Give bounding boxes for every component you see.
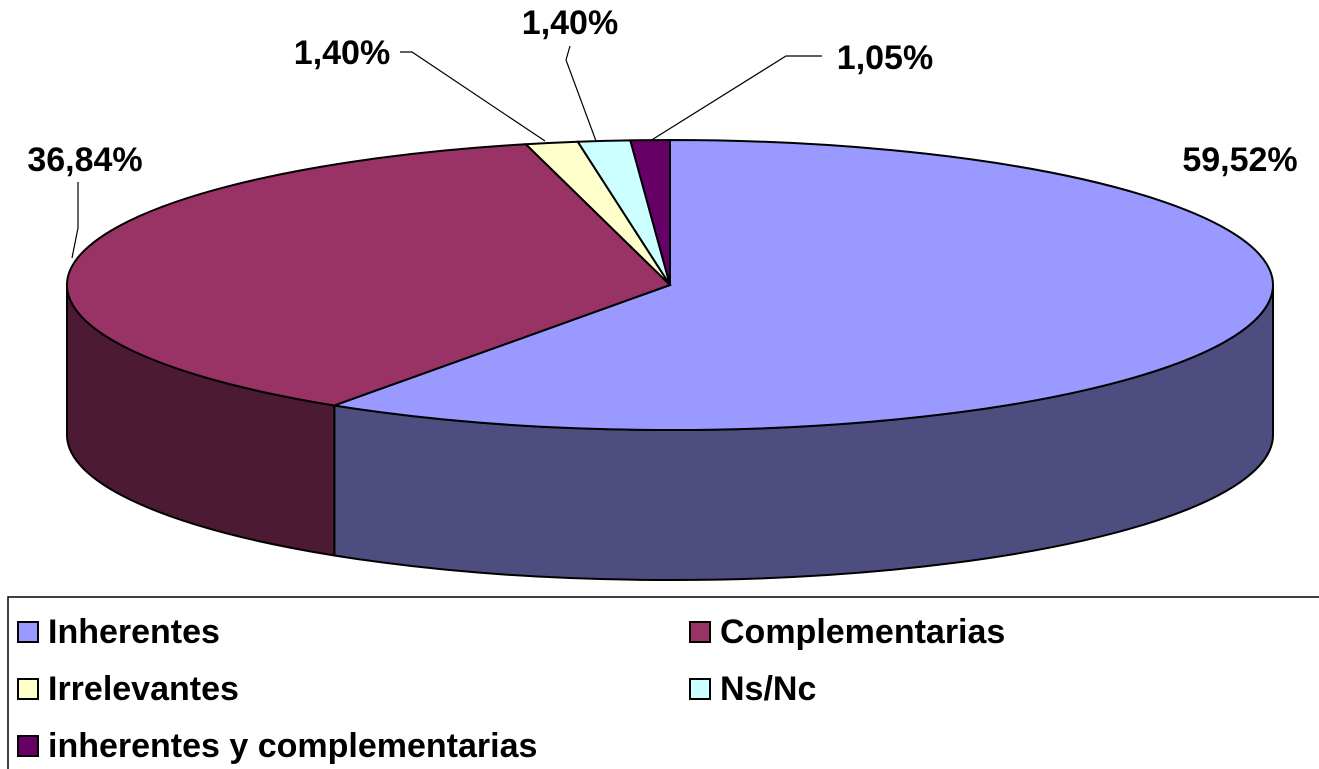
- data-label: 36,84%: [27, 141, 142, 179]
- legend-swatch: [17, 678, 39, 700]
- legend-label: Inherentes: [48, 613, 220, 651]
- data-label: 1,40%: [294, 34, 390, 72]
- leader-line: [71, 182, 79, 259]
- leader-line: [649, 55, 822, 142]
- legend-swatch: [17, 621, 39, 643]
- legend-swatch: [689, 678, 711, 700]
- pie-slice: [66, 143, 672, 407]
- data-label: 59,52%: [1182, 141, 1297, 179]
- data-label: 1,05%: [837, 39, 933, 77]
- leader-line: [400, 51, 546, 142]
- legend-label: Ns/Nc: [720, 670, 816, 708]
- legend-swatch: [17, 735, 39, 757]
- pie-slice: [334, 138, 1274, 431]
- legend-label: Complementarias: [720, 613, 1005, 651]
- pie-slice: [629, 138, 671, 286]
- legend-label: inherentes y complementarias: [48, 727, 537, 765]
- leader-line: [565, 45, 597, 142]
- legend-label: Irrelevantes: [48, 670, 239, 708]
- legend-box: [7, 596, 1319, 769]
- legend-swatch: [689, 621, 711, 643]
- data-label: 1,40%: [522, 4, 618, 42]
